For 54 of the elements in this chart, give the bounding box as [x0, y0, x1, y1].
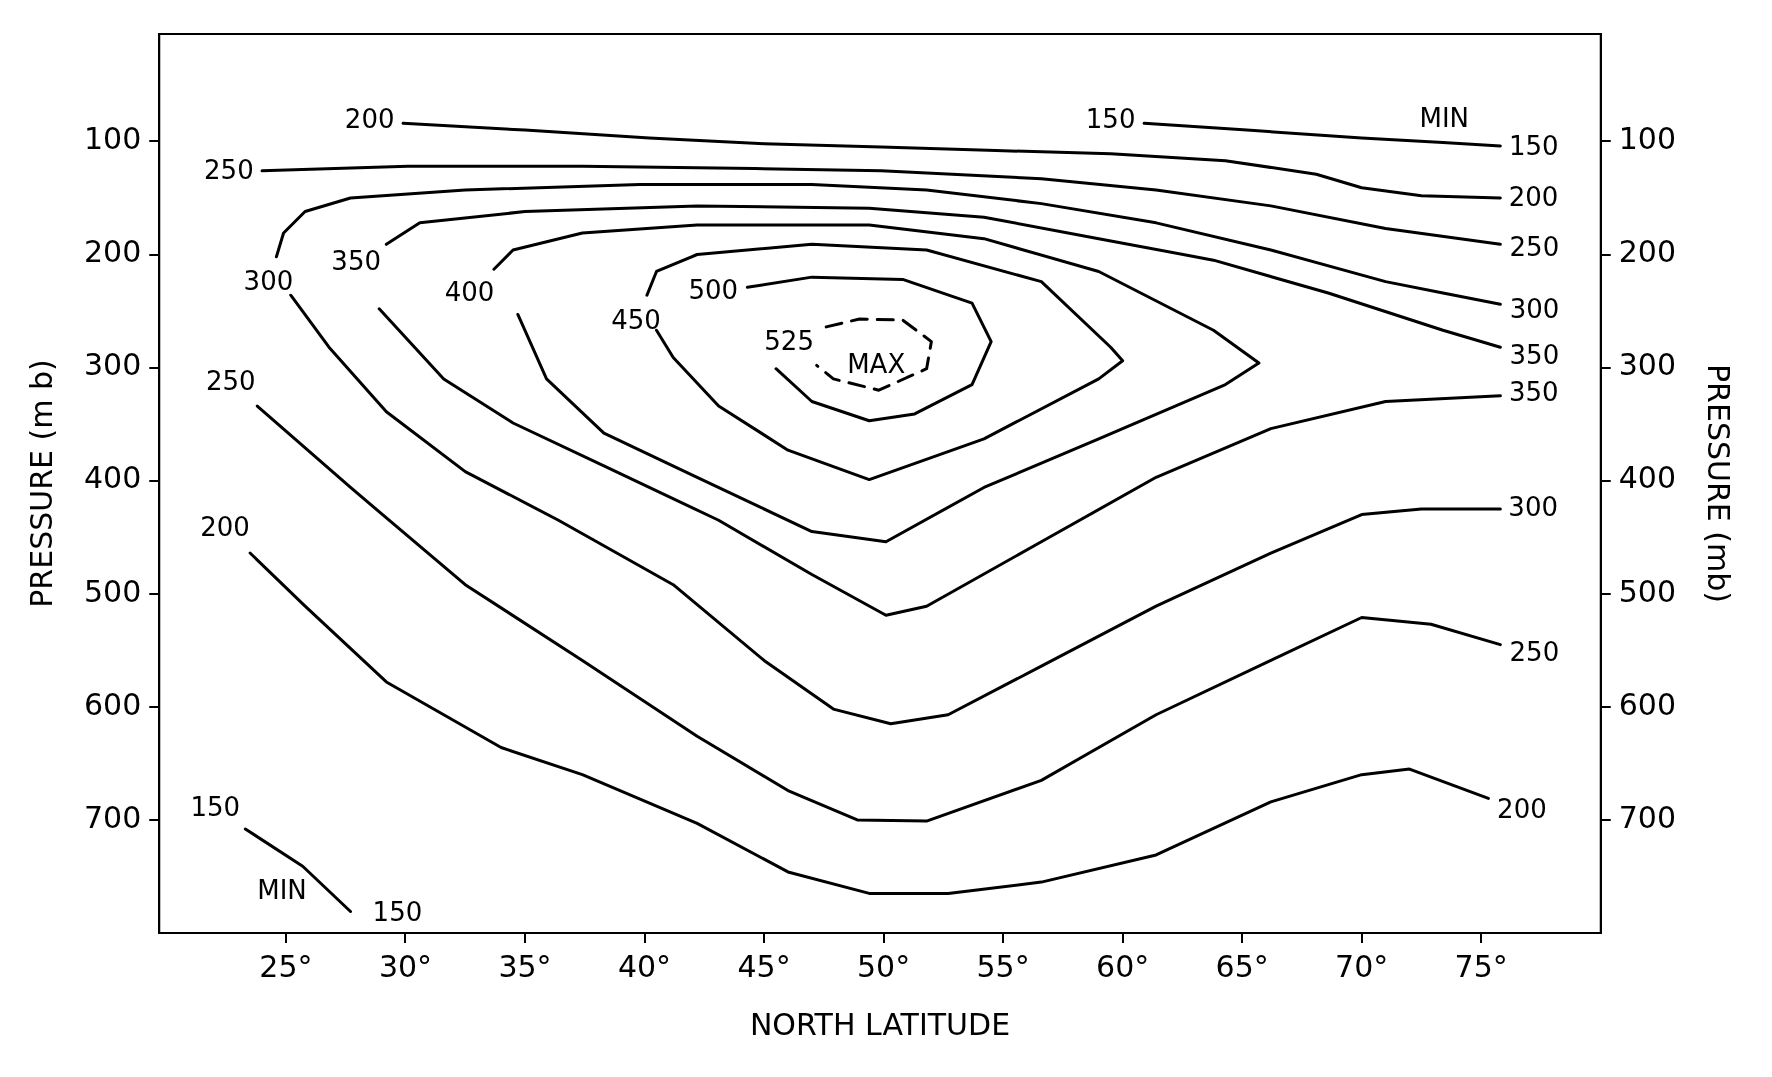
annotation: 150: [372, 896, 423, 927]
x-tick-label: 30°: [378, 948, 433, 984]
y2-tick-label: 100: [1618, 121, 1676, 157]
annotation: 350: [1508, 376, 1559, 407]
annotation: 150: [190, 792, 241, 823]
annotation: 250: [1509, 637, 1560, 668]
x-tick-label: 75°: [1454, 948, 1508, 984]
y2-axis-title: PRESSURE (mb): [1701, 364, 1737, 603]
x-tick-label: 50°: [856, 948, 911, 984]
annotation: 400: [444, 276, 495, 307]
y-tick-label: 700: [84, 799, 142, 835]
x-tick-label: 45°: [737, 948, 791, 984]
annotation: 300: [1509, 293, 1560, 324]
annotation: MIN: [1419, 102, 1470, 133]
annotation: 200: [1508, 181, 1559, 212]
annotation: 150: [1509, 130, 1559, 161]
annotation: MAX: [847, 349, 906, 380]
y2-tick-label: 300: [1618, 347, 1676, 383]
annotation: 250: [205, 365, 256, 396]
annotation: 200: [200, 511, 250, 542]
annotation: 150: [1085, 103, 1136, 134]
annotation: 350: [1509, 340, 1560, 371]
y2-tick-label: 200: [1618, 234, 1676, 270]
y-tick-label: 300: [84, 347, 142, 383]
y-tick-label: 600: [84, 686, 142, 722]
x-tick-label: 40°: [617, 948, 672, 984]
annotation: MIN: [257, 875, 307, 906]
x-tick-label: 55°: [976, 948, 1030, 984]
line-series: [815, 317, 933, 392]
y-tick-label: 400: [84, 460, 142, 496]
x-tick-label: 65°: [1215, 948, 1269, 984]
y-tick-label: 500: [84, 573, 142, 609]
annotation: 350: [331, 246, 381, 277]
annotation: 450: [611, 305, 661, 336]
x-tick-label: 35°: [498, 948, 552, 984]
y-tick-label: 200: [84, 234, 142, 270]
x-tick-label: 25°: [259, 948, 313, 984]
annotation: 250: [204, 154, 254, 185]
annotation: 200: [344, 104, 395, 135]
y2-tick-label: 500: [1618, 573, 1676, 609]
x-tick-label: 60°: [1096, 948, 1150, 984]
x-axis-title: NORTH LATITUDE: [749, 1006, 1011, 1042]
y2-tick-label: 700: [1618, 799, 1676, 835]
y2-tick-label: 400: [1618, 460, 1676, 496]
annotation: 300: [1508, 491, 1558, 522]
y2-tick-label: 600: [1618, 686, 1676, 722]
annotation: 200: [1497, 793, 1547, 824]
annotation: 500: [688, 275, 739, 306]
y-axis-title: PRESSURE (m b): [23, 359, 59, 608]
x-tick-label: 70°: [1335, 948, 1389, 984]
annotation: 300: [243, 265, 294, 296]
y-tick-label: 100: [84, 121, 142, 157]
annotation: 525: [764, 325, 814, 356]
annotation: 250: [1509, 231, 1560, 262]
